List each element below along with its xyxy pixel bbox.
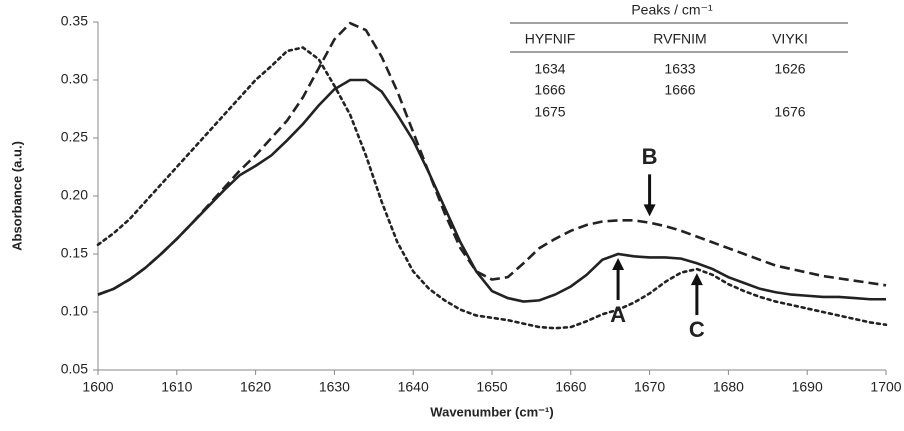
x-tick-label: 1660 — [555, 379, 586, 395]
x-tick-label: 1640 — [398, 379, 429, 395]
x-tick-label: 1680 — [713, 379, 744, 395]
y-tick-label: 0.20 — [61, 187, 88, 203]
y-tick-label: 0.15 — [61, 245, 88, 261]
x-tick-label: 1700 — [870, 379, 901, 395]
x-tick-label: 1630 — [319, 379, 350, 395]
series-line — [97, 21, 887, 296]
x-tick-label: 1670 — [634, 379, 665, 395]
series-line — [96, 46, 888, 330]
table-header: VIYKI — [772, 31, 808, 47]
annotation-label: B — [642, 144, 658, 169]
y-tick-label: 0.10 — [61, 303, 88, 319]
table-cell: 1633 — [664, 61, 695, 77]
table-cell: 1626 — [774, 61, 805, 77]
table-title: Peaks / cm⁻¹ — [631, 2, 713, 18]
y-tick-label: 0.25 — [61, 129, 88, 145]
annotation-label: C — [689, 317, 705, 342]
annotation-arrowhead — [612, 258, 625, 270]
x-axis-title: Wavenumber (cm⁻¹) — [430, 404, 553, 419]
table-cell: 1666 — [534, 82, 565, 98]
y-tick-label: 0.30 — [61, 71, 88, 87]
table-cell: 1675 — [534, 104, 565, 120]
x-tick-label: 1690 — [792, 379, 823, 395]
table-header: HYFNIF — [525, 31, 576, 47]
x-tick-label: 1620 — [240, 379, 271, 395]
annotation-arrowhead — [643, 204, 656, 217]
table-cell: 1666 — [664, 82, 695, 98]
table-cell: 1676 — [774, 104, 805, 120]
x-tick-label: 1600 — [82, 379, 113, 395]
table-header: RVFNIM — [653, 31, 706, 47]
y-tick-label: 0.35 — [61, 13, 88, 29]
series-line — [97, 78, 886, 303]
x-tick-label: 1610 — [161, 379, 192, 395]
table-cell: 1634 — [534, 61, 565, 77]
annotation-arrowhead — [690, 273, 703, 286]
x-tick-label: 1650 — [476, 379, 507, 395]
y-axis-title: Absorbance (a.u.) — [9, 141, 24, 251]
annotation-label: A — [610, 302, 626, 327]
y-tick-label: 0.05 — [61, 361, 88, 377]
